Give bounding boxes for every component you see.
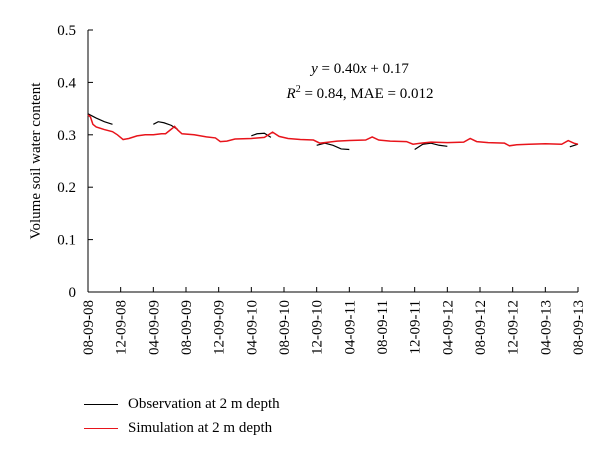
x-tick-label: 08-09-12 <box>473 300 489 355</box>
legend-label-observation: Observation at 2 m depth <box>128 395 280 412</box>
x-tick-label: 08-09-13 <box>571 300 587 355</box>
eq-r-sup: 2 <box>296 84 301 95</box>
y-ticks: 0 0.1 0.2 0.3 0.4 0.5 <box>57 23 93 301</box>
x-tick-label: 04-09-11 <box>342 300 358 354</box>
legend-item-simulation: Simulation at 2 m depth <box>84 416 280 440</box>
observation-series-segment <box>569 143 579 148</box>
x-tick-label: 12-09-10 <box>310 300 326 355</box>
observation-series-segment <box>414 142 448 150</box>
legend-label-simulation: Simulation at 2 m depth <box>128 419 273 436</box>
legend: Observation at 2 m depth Simulation at 2… <box>84 392 280 440</box>
eq-x-var: x <box>359 61 367 77</box>
legend-swatch-observation <box>84 403 118 405</box>
x-ticks: 08-09-08 12-09-08 04-09-09 08-09-09 12-09-09… <box>81 287 587 355</box>
observation-series-segment <box>316 142 350 151</box>
eq-r-var: R <box>286 86 296 102</box>
x-tick-label: 04-09-09 <box>146 300 162 355</box>
eq-intercept: + 0.17 <box>367 61 410 77</box>
y-tick-label: 0 <box>69 285 77 301</box>
x-tick-label: 04-09-12 <box>440 300 456 355</box>
x-tick-label: 12-09-09 <box>212 300 228 355</box>
legend-item-observation: Observation at 2 m depth <box>84 392 280 416</box>
x-tick-label: 12-09-12 <box>506 300 522 355</box>
observation-series-segment <box>87 113 113 125</box>
y-tick-label: 0.3 <box>57 128 76 144</box>
x-tick-label: 08-09-11 <box>375 300 391 354</box>
x-tick-label: 08-09-09 <box>179 300 195 355</box>
y-tick-label: 0.2 <box>57 180 76 196</box>
equation-line-1: y = 0.40x + 0.17 <box>309 61 409 77</box>
eq-y-var: y <box>309 61 318 77</box>
equation-line-2: R2 = 0.84, MAE = 0.012 <box>286 84 434 102</box>
axes <box>87 30 578 293</box>
y-tick-label: 0.4 <box>57 75 76 91</box>
observation-series-segment <box>153 121 179 131</box>
y-axis-title: Volume soil water content <box>28 82 44 240</box>
series-layer <box>87 113 579 151</box>
y-tick-label: 0.5 <box>57 23 76 39</box>
simulation-series-line <box>87 114 579 147</box>
eq-stats: = 0.84, MAE = 0.012 <box>301 86 434 102</box>
x-tick-label: 12-09-08 <box>114 300 130 355</box>
x-tick-label: 08-09-08 <box>81 300 97 355</box>
y-tick-label: 0.1 <box>57 233 76 249</box>
x-tick-label: 04-09-10 <box>244 300 260 355</box>
x-tick-label: 04-09-13 <box>538 300 554 355</box>
eq-slope: = 0.40 <box>318 61 360 77</box>
x-tick-label: 08-09-10 <box>277 300 293 355</box>
legend-swatch-simulation <box>84 427 118 429</box>
x-tick-label: 12-09-11 <box>408 300 424 354</box>
